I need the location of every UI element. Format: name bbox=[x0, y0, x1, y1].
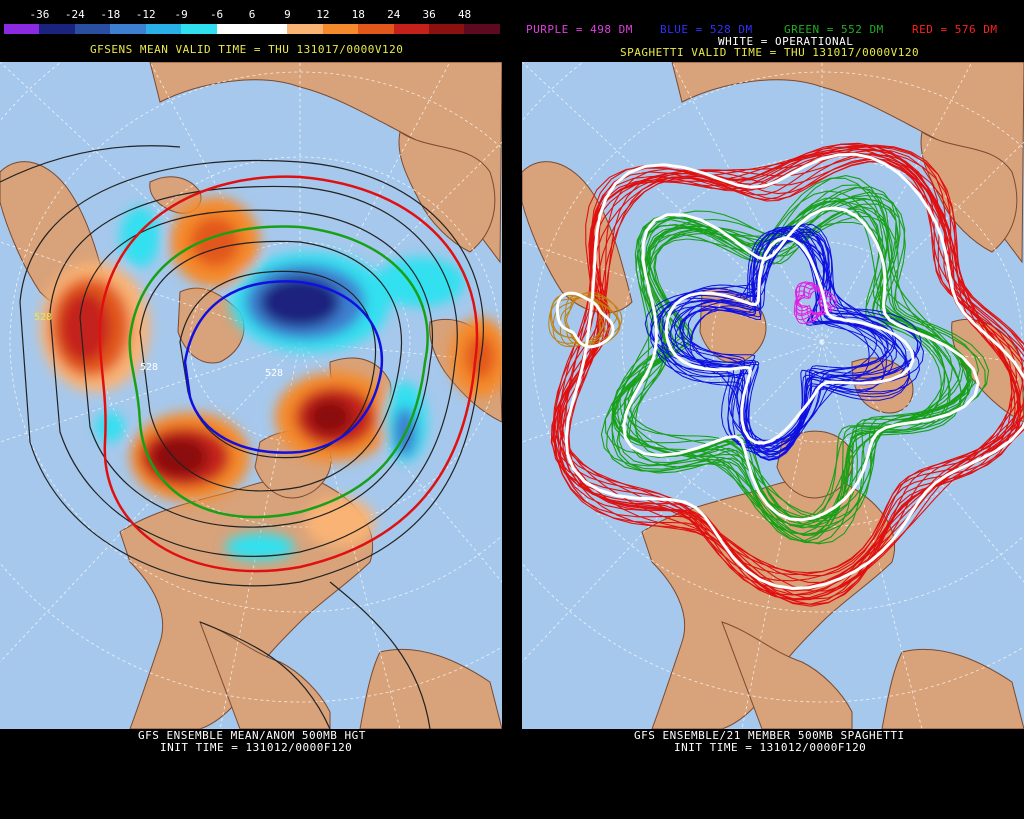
spaghetti-528-blue bbox=[674, 224, 894, 449]
spaghetti-576-red bbox=[568, 146, 1024, 601]
right-map-title: SPAGHETTI VALID TIME = THU 131017/0000V1… bbox=[620, 46, 920, 59]
colorbar-swatch bbox=[251, 24, 288, 34]
ensemble-mean-map: 528 528 528 bbox=[0, 62, 502, 729]
colorbar-tick-label: 24 bbox=[387, 8, 401, 21]
colorbar-tick-label: -36 bbox=[29, 8, 50, 21]
colorbar-tick-label: 6 bbox=[248, 8, 256, 21]
anomaly-colorbar bbox=[4, 24, 500, 34]
left-footer-line1: GFS ENSEMBLE MEAN/ANOM 500MB HGT bbox=[138, 729, 366, 742]
operational-west-ring bbox=[555, 291, 615, 349]
spaghetti-498-purple bbox=[795, 282, 830, 317]
spaghetti-west-ring bbox=[548, 294, 623, 345]
contour-552-green bbox=[128, 225, 429, 519]
ensemble-mean-panel: -36 -24 -18 -12 -9 -6 6 9 12 18 24 36 48 GFSENS MEAN… bbox=[0, 0, 502, 819]
contour-528-blue bbox=[183, 280, 384, 454]
spaghetti-contours bbox=[548, 142, 1024, 607]
right-footer-line2: INIT TIME = 131012/0000F120 bbox=[674, 741, 867, 754]
spaghetti-528-blue bbox=[656, 228, 911, 441]
colorbar-swatch bbox=[181, 24, 217, 34]
colorbar-swatch bbox=[74, 24, 111, 34]
legend-green: GREEN = 552 DM bbox=[784, 23, 884, 36]
right-footer-line1: GFS ENSEMBLE/21 MEMBER 500MB SPAGHETTI bbox=[634, 729, 905, 742]
anomaly-fills bbox=[40, 197, 502, 561]
colorbar-tick-label: 36 bbox=[422, 8, 436, 21]
colorbar-swatch bbox=[429, 24, 465, 34]
spaghetti-498-purple bbox=[796, 290, 824, 315]
left-map-title: GFSENS MEAN VALID TIME = THU 131017/0000… bbox=[90, 43, 404, 56]
colorbar-swatch bbox=[322, 24, 359, 34]
colorbar-swatch bbox=[393, 24, 430, 34]
spaghetti-576-red bbox=[564, 142, 1021, 596]
spaghetti-576-red bbox=[559, 144, 1019, 589]
colorbar-tick-label: 48 bbox=[457, 8, 472, 21]
colorbar-tick-label: 18 bbox=[351, 8, 365, 21]
colorbar-swatch bbox=[216, 24, 252, 34]
colorbar-tick-label: -6 bbox=[209, 8, 224, 21]
colorbar-swatch bbox=[39, 24, 75, 34]
spaghetti-528-blue bbox=[678, 231, 870, 453]
legend-red: RED = 576 DM bbox=[912, 23, 998, 36]
colorbar-tick-label: 9 bbox=[284, 8, 291, 21]
colorbar-tick-label: -24 bbox=[64, 8, 85, 21]
contour-label-528-center: 528 bbox=[140, 362, 158, 373]
spaghetti-552-green bbox=[613, 208, 962, 519]
colorbar-swatch bbox=[464, 24, 500, 34]
spaghetti-552-green bbox=[619, 215, 964, 519]
operational-576 bbox=[564, 152, 1024, 590]
operational-528 bbox=[664, 236, 915, 445]
spaghetti-528-blue bbox=[663, 234, 897, 461]
contour-576-red bbox=[98, 175, 479, 573]
spaghetti-west-ring bbox=[564, 294, 606, 346]
height-contours bbox=[0, 145, 484, 729]
spaghetti-panel: PURPLE = 498 DM BLUE = 528 DM GREEN = 55… bbox=[522, 0, 1024, 819]
colorbar-swatch bbox=[110, 24, 146, 34]
spaghetti-528-blue bbox=[689, 229, 889, 454]
spaghetti-west-ring bbox=[559, 292, 611, 347]
contour-label-528-west: 528 bbox=[34, 312, 52, 323]
colorbar-tick-label: -12 bbox=[135, 8, 156, 21]
colorbar-swatch bbox=[358, 24, 394, 34]
contour-label-528-east: 528 bbox=[265, 368, 283, 379]
operational-552 bbox=[622, 206, 980, 522]
spaghetti-576-red bbox=[558, 158, 1016, 592]
spaghetti-498-purple bbox=[796, 287, 825, 314]
colorbar-swatch bbox=[4, 24, 40, 34]
spaghetti-576-red bbox=[565, 151, 1024, 600]
colorbar-swatch bbox=[145, 24, 182, 34]
spaghetti-576-red bbox=[554, 148, 1019, 582]
legend-blue: BLUE = 528 DM bbox=[660, 23, 753, 36]
colorbar-tick-label: -9 bbox=[174, 8, 188, 21]
spaghetti-map bbox=[522, 62, 1024, 729]
colorbar-tick-label: 12 bbox=[316, 8, 330, 21]
colorbar-swatch bbox=[287, 24, 323, 34]
left-footer-line2: INIT TIME = 131012/0000F120 bbox=[160, 741, 353, 754]
spaghetti-552-green bbox=[611, 200, 990, 527]
colorbar-tick-label: -18 bbox=[100, 8, 121, 21]
legend-white: WHITE = OPERATIONAL bbox=[718, 35, 854, 48]
legend-purple: PURPLE = 498 DM bbox=[526, 23, 633, 36]
